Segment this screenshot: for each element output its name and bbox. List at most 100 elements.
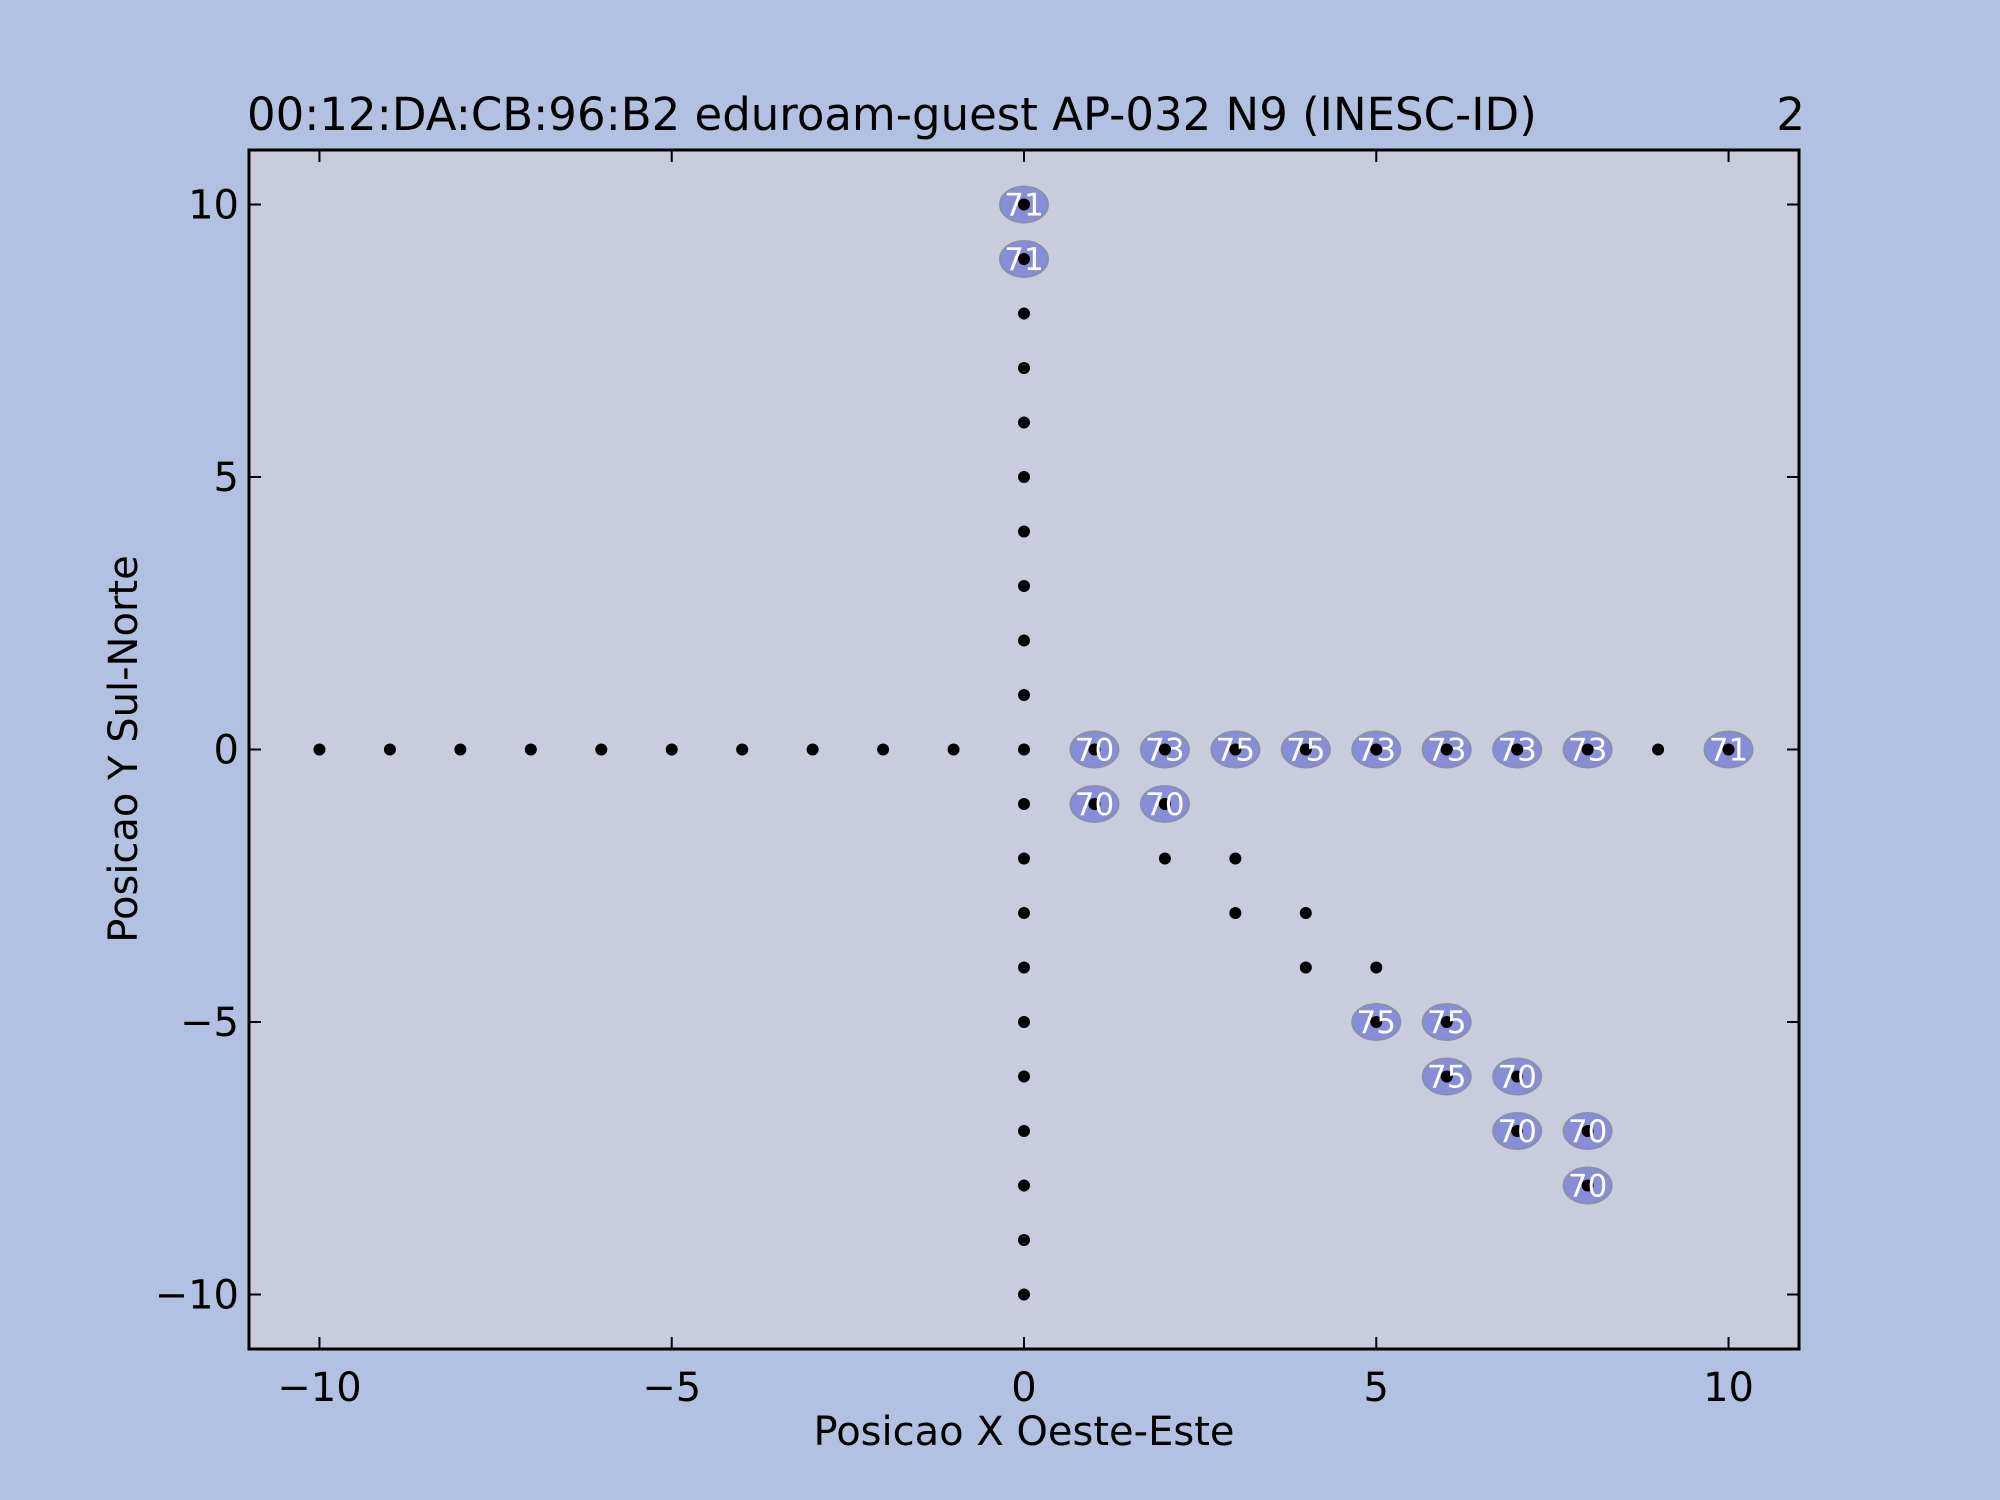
data-point — [877, 743, 890, 756]
y-tick-label: 10 — [188, 183, 239, 229]
data-point — [947, 743, 960, 756]
data-point — [1018, 307, 1030, 320]
point-marker — [1652, 743, 1665, 756]
y-tick-label: −5 — [180, 1000, 239, 1046]
point-marker — [736, 743, 749, 756]
point-marker — [383, 743, 396, 756]
point-marker — [1018, 1288, 1030, 1301]
data-point: 75 — [1421, 1057, 1472, 1096]
point-marker — [1299, 961, 1312, 974]
chart-title: 00:12:DA:CB:96:B2 eduroam-guest AP-032 N… — [247, 88, 1537, 141]
data-point — [1229, 907, 1242, 919]
point-marker — [1018, 907, 1030, 919]
point-label: 70 — [1497, 1060, 1536, 1096]
point-marker — [1018, 580, 1030, 592]
data-point — [1018, 907, 1030, 919]
point-marker — [877, 743, 890, 756]
x-tick-label: 5 — [1364, 1365, 1389, 1411]
point-label: 71 — [1004, 188, 1043, 224]
data-point: 73 — [1421, 730, 1472, 769]
data-point: 70 — [1069, 730, 1120, 769]
point-marker — [1018, 525, 1030, 538]
point-marker — [1018, 743, 1030, 756]
point-marker — [1018, 689, 1030, 701]
point-label: 75 — [1427, 1060, 1466, 1096]
point-marker — [1370, 1016, 1383, 1028]
data-point — [1018, 525, 1030, 538]
point-label: 73 — [1145, 733, 1184, 769]
point-marker — [1440, 1016, 1453, 1028]
data-point — [1370, 961, 1383, 974]
data-point — [1018, 1288, 1030, 1301]
data-point — [665, 743, 678, 756]
point-marker — [1299, 907, 1312, 919]
data-point — [1018, 798, 1030, 810]
data-point — [1018, 1179, 1030, 1192]
data-point: 75 — [1351, 1003, 1402, 1041]
data-point — [454, 743, 467, 756]
point-label: 70 — [1568, 1169, 1607, 1205]
point-marker — [1440, 1070, 1453, 1083]
point-label: 75 — [1216, 733, 1255, 769]
data-point: 70 — [1139, 785, 1190, 823]
point-marker — [454, 743, 467, 756]
data-point — [1018, 1234, 1030, 1246]
data-point: 75 — [1421, 1003, 1472, 1041]
data-point — [595, 743, 608, 756]
point-label: 75 — [1286, 733, 1325, 769]
point-marker — [1018, 307, 1030, 320]
point-marker — [313, 743, 326, 756]
point-marker — [1511, 1070, 1524, 1083]
point-marker — [1581, 1125, 1594, 1137]
point-label: 73 — [1497, 733, 1536, 769]
data-point — [1018, 471, 1030, 483]
point-marker — [1581, 1179, 1594, 1192]
chart-marks: 70 73 75 75 73 73 73 73 71 71 71 70 70 75 75 75 70 70 70 70 — [313, 185, 1754, 1301]
data-point — [1018, 743, 1030, 756]
data-point — [1018, 1070, 1030, 1083]
data-point — [383, 743, 396, 756]
point-marker — [1158, 743, 1171, 756]
data-point: 70 — [1492, 1112, 1543, 1150]
point-marker — [1229, 852, 1242, 865]
data-point: 73 — [1562, 730, 1613, 769]
data-point — [1229, 852, 1242, 865]
point-marker — [1018, 471, 1030, 483]
point-label: 70 — [1075, 733, 1114, 769]
x-tick-label: 0 — [1011, 1365, 1036, 1411]
axis-ticks: −10 −5 0 5 10 −10 −5 0 5 10 — [155, 150, 1799, 1411]
point-marker — [1511, 1125, 1524, 1137]
point-marker — [1018, 198, 1030, 211]
point-marker — [1158, 798, 1171, 810]
data-point: 71 — [1703, 730, 1754, 769]
point-marker — [1018, 1070, 1030, 1083]
data-point: 70 — [1492, 1057, 1543, 1096]
point-marker — [524, 743, 537, 756]
point-label: 70 — [1075, 787, 1114, 823]
point-marker — [1018, 961, 1030, 974]
point-marker — [1299, 743, 1312, 756]
x-axis-label: Posicao X Oeste-Este — [814, 1409, 1235, 1455]
data-point — [1018, 1125, 1030, 1137]
point-marker — [665, 743, 678, 756]
point-label: 70 — [1145, 787, 1184, 823]
plot-frame — [247, 148, 1801, 1351]
chart-title-right: 2 — [1776, 88, 1805, 141]
point-label: 73 — [1357, 733, 1396, 769]
data-point: 73 — [1492, 730, 1543, 769]
point-label: 70 — [1568, 1114, 1607, 1150]
point-marker — [1088, 743, 1101, 756]
point-marker — [1018, 1016, 1030, 1028]
y-tick-label: 0 — [214, 728, 239, 774]
data-point — [313, 743, 326, 756]
data-point: 73 — [1139, 730, 1190, 769]
point-label: 73 — [1568, 733, 1607, 769]
point-label: 71 — [1004, 242, 1043, 278]
data-point — [1018, 961, 1030, 974]
x-tick-label: −10 — [277, 1365, 361, 1411]
point-label: 73 — [1427, 733, 1466, 769]
point-marker — [947, 743, 960, 756]
point-marker — [1018, 253, 1030, 265]
point-marker — [1018, 1234, 1030, 1246]
